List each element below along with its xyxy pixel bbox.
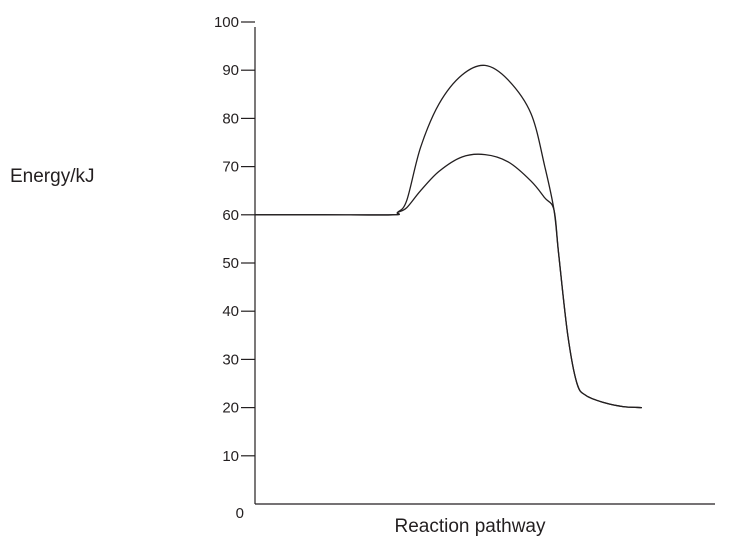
- y-tick-label: 30: [222, 351, 239, 368]
- y-tick-label: 90: [222, 62, 239, 79]
- catalysed-curve: [254, 153, 643, 409]
- y-tick-label: 20: [222, 400, 239, 417]
- curves: [254, 64, 643, 409]
- y-tick-label: 40: [222, 303, 239, 320]
- y-tick-label: 80: [222, 110, 239, 127]
- y-tick-label: 60: [222, 207, 239, 224]
- y-tick-label: 50: [222, 255, 239, 272]
- x-axis-title: Reaction pathway: [394, 516, 546, 537]
- y-ticks: 0 10 20 30 40 50 60 70 80 90 100: [214, 14, 255, 522]
- y-tick-label: 10: [222, 448, 239, 465]
- y-tick-label: 0: [236, 505, 244, 522]
- y-tick-label: 70: [222, 159, 239, 176]
- y-axis-title: Energy/kJ: [10, 166, 94, 187]
- uncatalysed-curve: [254, 64, 643, 409]
- y-tick-label: 100: [214, 14, 239, 31]
